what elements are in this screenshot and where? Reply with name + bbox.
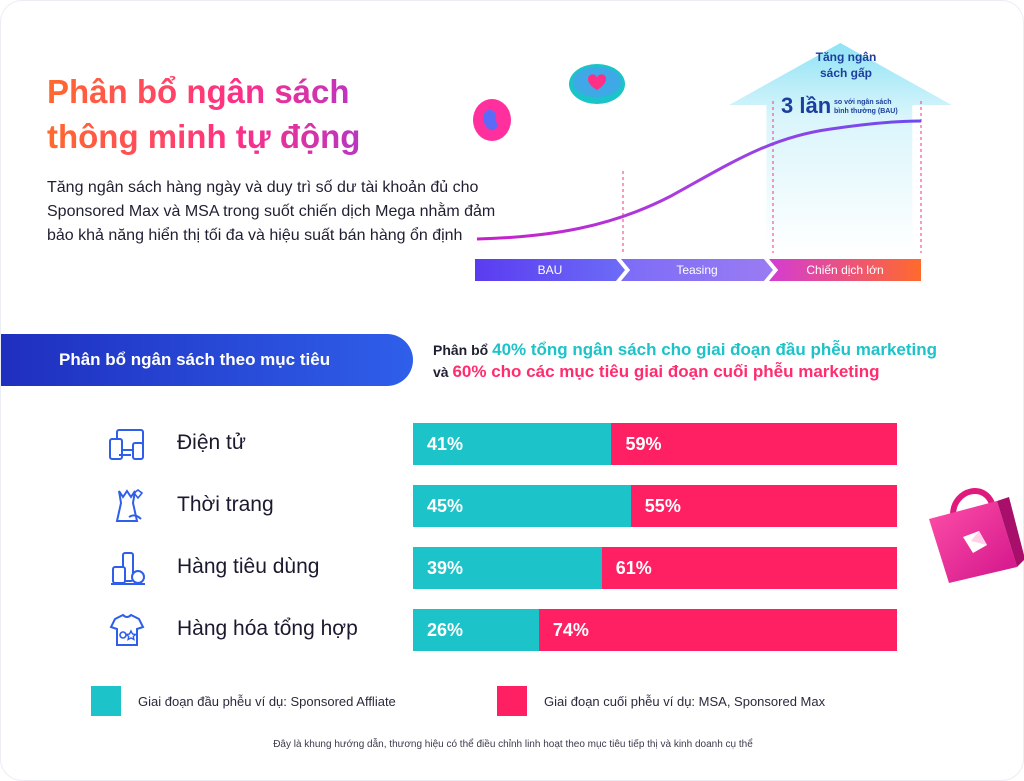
- budget-timeline: BAU Teasing Chiến dịch lớn Tăng ngân sác…: [471, 41, 951, 291]
- bar-segment-bottom-funnel: 55%: [630, 485, 897, 527]
- consumer-goods-icon: [107, 549, 147, 587]
- stage-big-campaign: Chiến dịch lớn: [769, 259, 921, 281]
- timeline-graphic: [476, 43, 951, 253]
- intro-paragraph: Tăng ngân sách hàng ngày và duy trì số d…: [47, 179, 496, 244]
- allocation-prefix-2: và: [433, 364, 453, 380]
- fashion-icon: [107, 487, 147, 525]
- bar-segment-bottom-funnel: 74%: [538, 609, 897, 651]
- arrow-note: so với ngân sách bình thường (BAU): [834, 99, 898, 115]
- shopping-bag-icon: [929, 488, 1024, 583]
- chart-row: Hàng hóa tổng hợp 26% 74%: [101, 609, 901, 651]
- category-label: Hàng tiêu dùng: [177, 555, 320, 578]
- allocation-prefix-1: Phân bổ: [433, 342, 493, 358]
- title-line-2: thông minh tự động: [47, 118, 361, 155]
- bar-segment-bottom-funnel: 61%: [601, 547, 897, 589]
- bar-segment-top-funnel: 45%: [413, 485, 631, 527]
- chart-row: Điện tử 41% 59%: [101, 423, 901, 465]
- section-pill: Phân bổ ngân sách theo mục tiêu: [1, 334, 413, 386]
- stacked-bar: 45% 55%: [413, 485, 897, 527]
- general-goods-icon: [107, 611, 147, 649]
- stacked-bar: 41% 59%: [413, 423, 897, 465]
- legend-label-bottom-funnel: Giai đoạn cuối phễu ví dụ: MSA, Sponsore…: [544, 694, 826, 709]
- allocation-highlight-1: 40% tổng ngân sách cho giai đoạn đầu phễ…: [492, 340, 938, 359]
- legend-label-top-funnel: Giai đoạn đầu phễu ví dụ: Sponsored Affl…: [138, 694, 396, 709]
- title-line-1: Phân bổ ngân sách: [47, 73, 350, 110]
- heart-coin-decoration-icon: [569, 64, 625, 104]
- allocation-text: Phân bổ 40% tổng ngân sách cho giai đoạn…: [433, 339, 993, 383]
- stacked-bar: 39% 61%: [413, 547, 897, 589]
- stacked-bar: 26% 74%: [413, 609, 897, 651]
- growth-arrow-icon: [729, 43, 951, 253]
- bar-segment-bottom-funnel: 59%: [611, 423, 897, 465]
- category-label: Thời trang: [177, 493, 274, 516]
- stage-bau: BAU: [475, 259, 625, 281]
- electronics-icon: [107, 425, 147, 463]
- bar-segment-top-funnel: 39%: [413, 547, 602, 589]
- legend-swatch-bottom-funnel: [497, 686, 527, 716]
- bar-segment-top-funnel: 41%: [413, 423, 612, 465]
- legend-swatch-top-funnel: [91, 686, 121, 716]
- arrow-caption: Tăng ngân sách gấp: [815, 50, 877, 80]
- category-label: Hàng hóa tổng hợp: [177, 617, 358, 640]
- arrow-multiplier: 3 lần: [781, 93, 832, 118]
- stage-teasing: Teasing: [621, 259, 773, 281]
- allocation-highlight-2: 60% cho các mục tiêu giai đoạn cuối phễu…: [452, 362, 880, 381]
- chart-row: Hàng tiêu dùng 39% 61%: [101, 547, 901, 589]
- category-label: Điện tử: [177, 431, 246, 454]
- page-title: Phân bổ ngân sách thông minh tự động: [47, 69, 467, 159]
- chart-row: Thời trang 45% 55%: [101, 485, 901, 527]
- budget-curve: [476, 119, 922, 241]
- bar-segment-top-funnel: 26%: [413, 609, 539, 651]
- blob-decoration-icon: [473, 99, 511, 141]
- footnote: Đây là khung hướng dẫn, thương hiệu có t…: [273, 739, 753, 750]
